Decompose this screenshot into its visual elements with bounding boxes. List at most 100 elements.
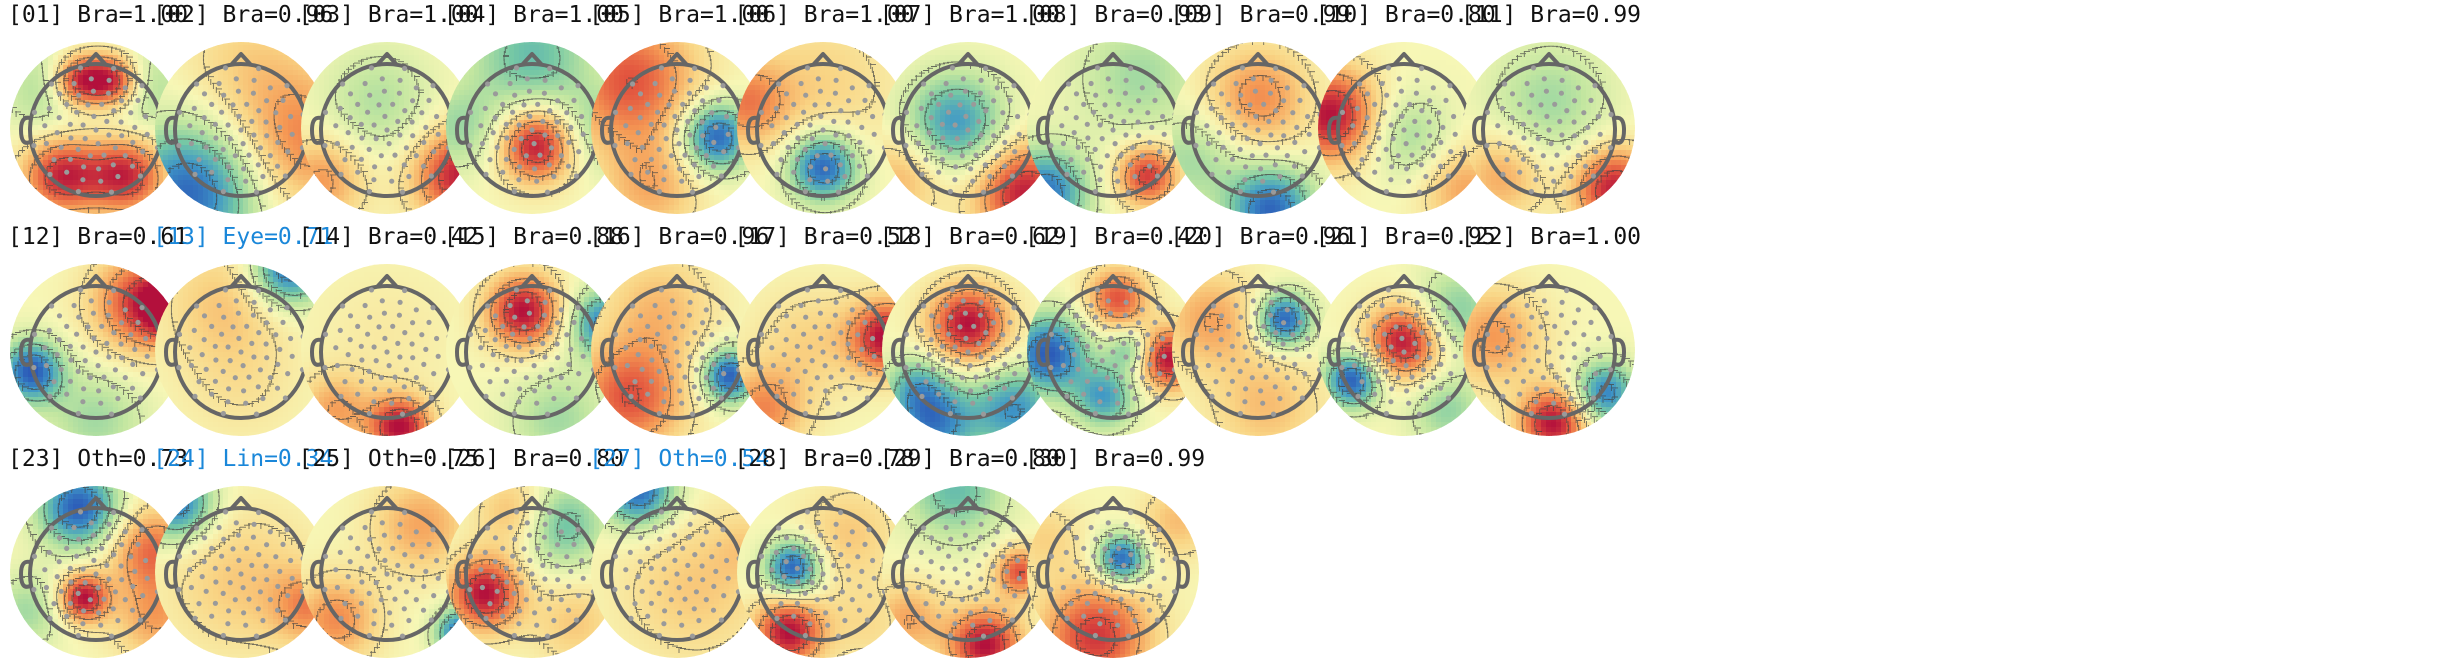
field-pixel — [614, 135, 620, 141]
field-pixel — [393, 205, 400, 211]
field-pixel — [128, 95, 134, 101]
field-pixel — [133, 205, 139, 211]
field-pixel — [48, 165, 54, 171]
field-pixel — [283, 70, 289, 76]
field-pixel — [333, 130, 340, 136]
field-pixel — [483, 100, 490, 106]
field-pixel — [513, 95, 520, 101]
field-pixel — [338, 90, 345, 96]
field-pixel — [538, 95, 545, 101]
field-pixel — [188, 75, 194, 81]
field-pixel — [58, 125, 64, 131]
field-pixel — [674, 80, 680, 86]
field-pixel — [213, 160, 219, 166]
field-pixel — [123, 210, 129, 214]
field-pixel — [373, 180, 380, 186]
field-pixel — [288, 125, 294, 131]
field-pixel — [173, 190, 179, 196]
field-pixel — [293, 100, 299, 106]
field-pixel — [183, 75, 189, 81]
field-pixel — [328, 130, 335, 136]
field-pixel — [98, 200, 104, 206]
field-pixel — [563, 95, 570, 101]
field-pixel — [63, 95, 69, 101]
field-pixel — [544, 215, 550, 216]
field-pixel — [493, 175, 500, 181]
field-pixel — [363, 115, 370, 121]
field-pixel — [123, 190, 129, 196]
field-pixel — [689, 55, 695, 61]
field-pixel — [143, 140, 149, 146]
field-pixel — [288, 110, 294, 116]
field-pixel — [48, 160, 54, 166]
field-pixel — [203, 95, 209, 101]
field-pixel — [563, 75, 570, 81]
field-pixel — [558, 175, 565, 181]
field-pixel — [108, 165, 114, 171]
field-pixel — [478, 175, 485, 181]
field-pixel — [188, 155, 194, 161]
field-pixel — [203, 170, 209, 176]
field-pixel — [604, 70, 610, 76]
field-pixel — [368, 125, 375, 131]
field-pixel — [543, 180, 550, 186]
field-pixel — [448, 150, 455, 156]
field-pixel — [598, 80, 605, 86]
field-pixel — [53, 195, 59, 201]
field-pixel — [48, 185, 54, 191]
field-pixel — [498, 60, 505, 66]
field-pixel — [458, 150, 465, 156]
field-pixel — [644, 150, 650, 156]
field-pixel — [303, 70, 309, 76]
field-pixel — [403, 120, 410, 126]
field-pixel — [268, 150, 274, 156]
field-pixel — [228, 42, 234, 46]
field-pixel — [478, 75, 485, 81]
field-pixel — [378, 170, 385, 176]
field-pixel — [288, 145, 294, 151]
field-pixel — [473, 185, 480, 191]
field-pixel — [233, 110, 239, 116]
field-pixel — [58, 210, 64, 214]
field-pixel — [533, 70, 540, 76]
field-pixel — [428, 65, 435, 71]
field-pixel — [68, 90, 74, 96]
field-pixel — [654, 45, 660, 51]
field-pixel — [729, 115, 735, 121]
field-pixel — [248, 115, 254, 121]
field-pixel — [433, 195, 440, 201]
field-pixel — [438, 75, 445, 81]
field-pixel — [133, 175, 139, 181]
field-pixel — [128, 115, 134, 121]
field-pixel — [423, 55, 430, 61]
field-pixel — [28, 75, 34, 81]
field-pixel — [348, 140, 355, 146]
field-pixel — [694, 90, 700, 96]
field-pixel — [288, 105, 294, 111]
field-pixel — [684, 75, 690, 81]
field-pixel — [353, 150, 360, 156]
field-pixel — [53, 90, 59, 96]
field-pixel — [609, 65, 615, 71]
field-pixel — [428, 200, 435, 206]
field-pixel — [609, 95, 615, 101]
field-pixel — [73, 185, 79, 191]
field-pixel — [213, 55, 219, 61]
field-pixel — [558, 200, 565, 206]
field-pixel — [198, 125, 204, 131]
field-pixel — [268, 160, 274, 166]
field-pixel — [283, 190, 289, 196]
field-pixel — [63, 45, 69, 51]
field-pixel — [634, 115, 640, 121]
field-pixel — [323, 125, 330, 131]
field-pixel — [714, 110, 720, 116]
field-pixel — [213, 90, 219, 96]
field-pixel — [155, 155, 159, 161]
field-pixel — [558, 195, 565, 201]
field-pixel — [654, 130, 660, 136]
field-pixel — [518, 160, 525, 166]
field-pixel — [659, 42, 665, 46]
field-pixel — [138, 115, 144, 121]
field-pixel — [213, 100, 219, 106]
field-pixel — [714, 90, 720, 96]
